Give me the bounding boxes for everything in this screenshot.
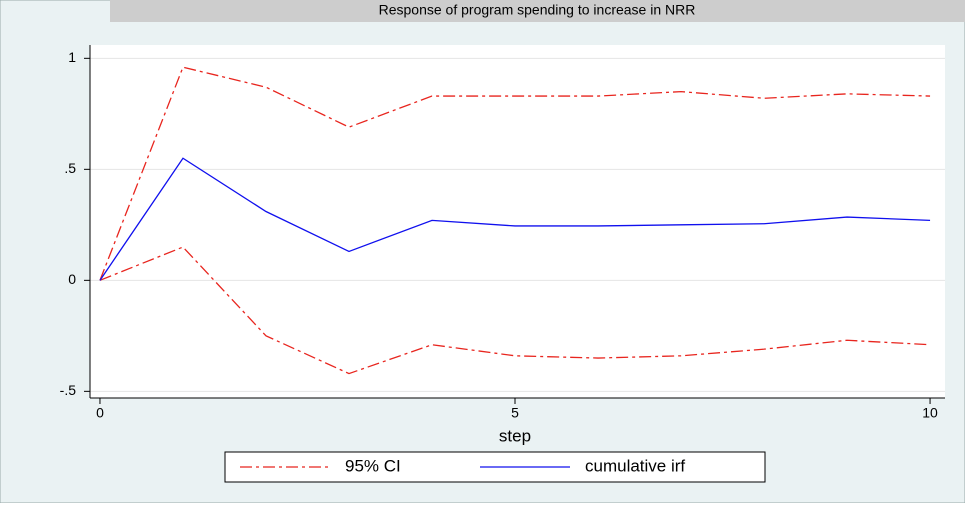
chart-title: Response of program spending to increase…: [379, 2, 696, 18]
y-tick-label: .5: [64, 160, 76, 176]
plot-area: [90, 45, 945, 398]
x-tick-label: 0: [96, 405, 104, 421]
y-tick-label: 0: [68, 271, 76, 287]
legend-label: cumulative irf: [585, 456, 685, 475]
series-line: [99, 246, 931, 375]
x-axis-label: step: [499, 426, 531, 445]
y-tick-label: 1: [68, 49, 76, 65]
series-line: [99, 157, 931, 281]
x-tick-label: 10: [922, 405, 938, 421]
series-line: [99, 66, 931, 281]
legend-label: 95% CI: [345, 456, 401, 475]
title-bar: [110, 0, 965, 22]
y-tick-label: -.5: [60, 382, 77, 398]
x-tick-label: 5: [511, 405, 519, 421]
